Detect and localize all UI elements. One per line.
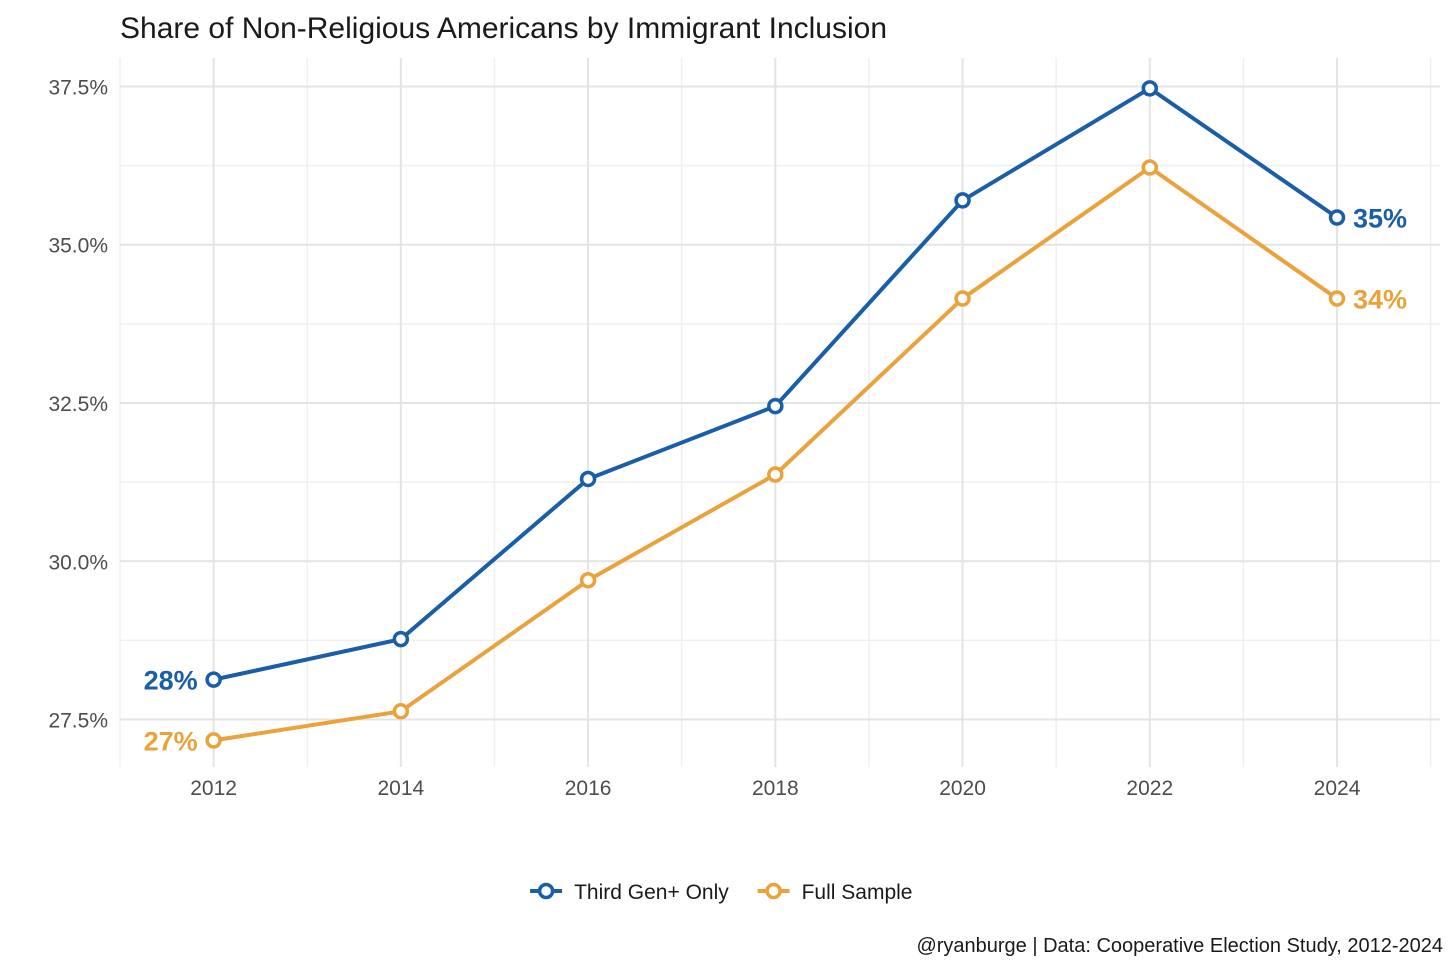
start-label: 27% xyxy=(144,726,198,756)
data-point xyxy=(579,470,597,488)
x-axis: 2012 2014 2016 2018 2020 2022 2024 xyxy=(190,777,1360,800)
x-tick-label: 2018 xyxy=(752,777,799,800)
series-layer xyxy=(205,80,1346,749)
legend-item-0: Third Gen+ Only xyxy=(530,881,729,904)
y-tick-label: 37.5% xyxy=(48,76,108,99)
x-tick-label: 2014 xyxy=(377,777,424,800)
chart-caption: @ryanburge | Data: Cooperative Election … xyxy=(916,935,1443,957)
end-labels: 28% 35% 27% 34% xyxy=(144,204,1407,757)
series-0 xyxy=(205,80,1346,688)
data-point xyxy=(767,397,784,415)
y-tick-label: 35.0% xyxy=(48,235,108,258)
data-point xyxy=(954,192,971,209)
legend: Third Gen+ Only Full Sample xyxy=(530,881,912,904)
data-point xyxy=(392,703,410,720)
grid xyxy=(119,58,1440,767)
data-point xyxy=(1141,159,1159,176)
data-point xyxy=(1141,80,1159,97)
data-point xyxy=(579,572,597,589)
series-1 xyxy=(205,159,1346,749)
data-point xyxy=(1328,290,1346,307)
legend-key-marker xyxy=(537,882,555,900)
legend-item-1: Full Sample xyxy=(757,881,913,904)
x-tick-label: 2012 xyxy=(190,777,237,800)
data-point xyxy=(392,630,410,648)
start-label: 28% xyxy=(144,666,198,696)
legend-label: Full Sample xyxy=(802,881,913,904)
data-point xyxy=(1328,209,1346,226)
data-point xyxy=(205,671,222,688)
x-tick-label: 2016 xyxy=(565,777,612,800)
data-point xyxy=(767,466,784,483)
chart-title: Share of Non-Religious Americans by Immi… xyxy=(120,12,887,45)
x-tick-label: 2024 xyxy=(1314,777,1361,800)
end-label: 34% xyxy=(1353,285,1407,315)
y-tick-label: 27.5% xyxy=(48,710,108,733)
y-axis: 27.5% 30.0% 32.5% 35.0% 37.5% xyxy=(48,76,108,732)
end-label: 35% xyxy=(1353,204,1407,234)
legend-label: Third Gen+ Only xyxy=(574,881,729,904)
y-tick-label: 30.0% xyxy=(48,551,108,574)
data-point xyxy=(205,732,222,749)
legend-key-marker xyxy=(765,882,782,900)
data-point xyxy=(954,290,971,307)
x-tick-label: 2020 xyxy=(939,777,986,800)
y-tick-label: 32.5% xyxy=(48,393,108,416)
x-tick-label: 2022 xyxy=(1126,777,1173,800)
